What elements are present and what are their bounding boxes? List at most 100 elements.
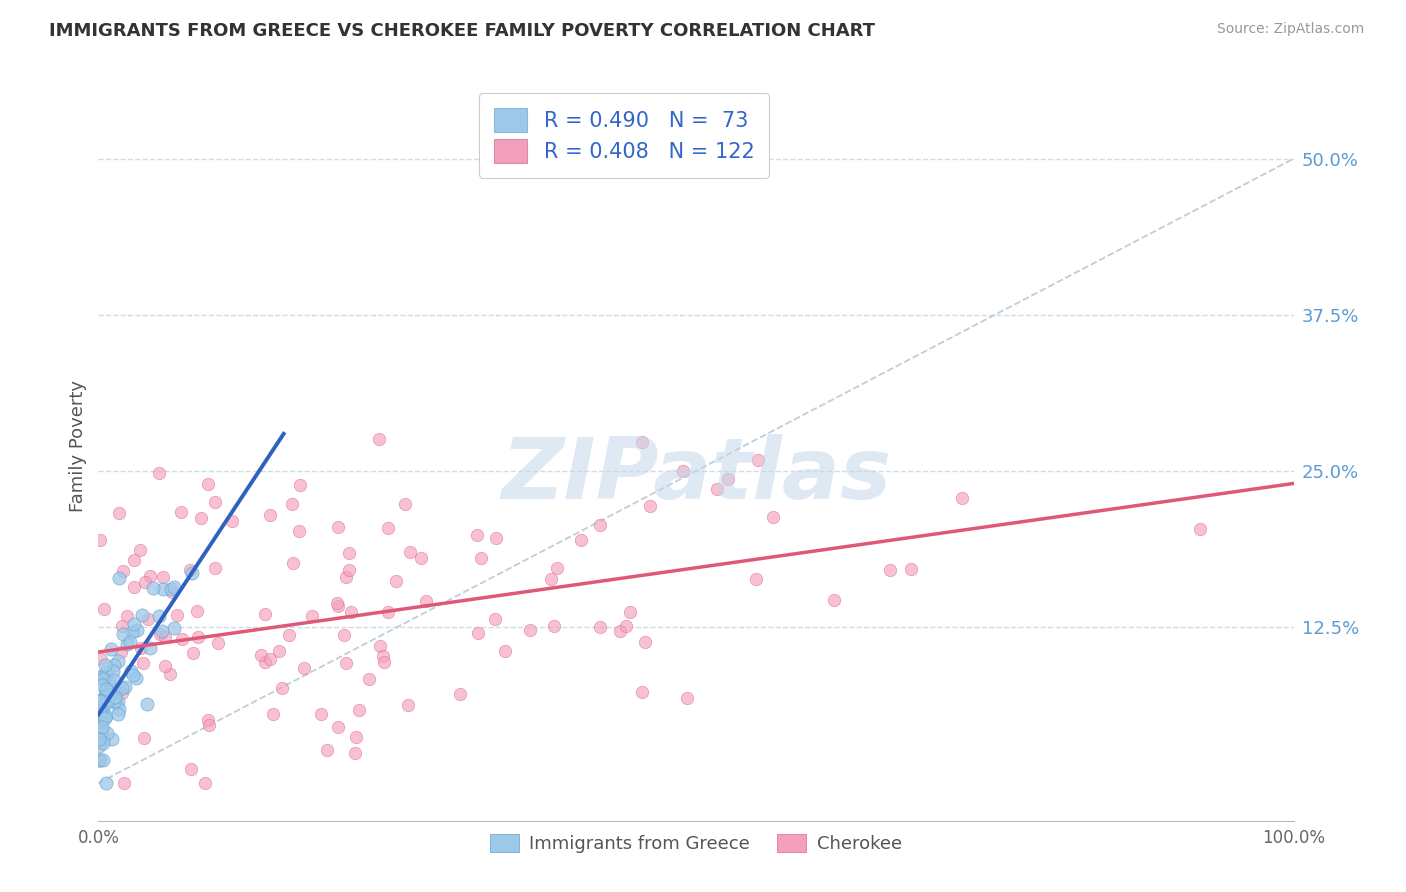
- Point: [103, 683, 125, 698]
- Point: [333, 627, 356, 641]
- Point: [368, 639, 391, 653]
- Point: [129, 543, 152, 558]
- Point: [190, 511, 212, 525]
- Point: [207, 636, 229, 650]
- Point: [569, 533, 592, 547]
- Point: [543, 618, 565, 632]
- Point: [131, 607, 153, 622]
- Point: [91, 669, 114, 683]
- Point: [180, 762, 202, 776]
- Point: [120, 664, 142, 678]
- Point: [89, 714, 111, 729]
- Point: [449, 687, 471, 701]
- Point: [139, 568, 162, 582]
- Point: [377, 605, 399, 619]
- Point: [162, 580, 184, 594]
- Point: [108, 507, 131, 521]
- Point: [111, 565, 134, 579]
- Point: [100, 683, 122, 698]
- Point: [484, 531, 506, 545]
- Point: [94, 708, 117, 723]
- Point: [89, 753, 111, 767]
- Point: [134, 731, 156, 745]
- Point: [110, 645, 132, 659]
- Point: [107, 707, 129, 722]
- Point: [89, 739, 111, 754]
- Point: [204, 561, 226, 575]
- Point: [96, 725, 118, 739]
- Point: [672, 464, 695, 478]
- Point: [411, 551, 433, 566]
- Point: [631, 434, 654, 449]
- Point: [97, 673, 120, 688]
- Point: [270, 681, 292, 695]
- Point: [249, 648, 271, 662]
- Point: [900, 562, 922, 576]
- Point: [89, 694, 111, 708]
- Point: [91, 708, 114, 723]
- Point: [107, 571, 129, 585]
- Point: [197, 713, 219, 727]
- Point: [326, 720, 349, 734]
- Point: [160, 582, 183, 596]
- Point: [149, 627, 172, 641]
- Point: [107, 701, 129, 715]
- Point: [89, 753, 111, 767]
- Point: [136, 612, 159, 626]
- Point: [717, 472, 740, 486]
- Point: [259, 508, 281, 522]
- Point: [94, 686, 117, 700]
- Point: [107, 683, 129, 698]
- Point: [152, 570, 174, 584]
- Point: [120, 635, 142, 649]
- Point: [326, 519, 349, 533]
- Legend: Immigrants from Greece, Cherokee: Immigrants from Greece, Cherokee: [482, 827, 910, 860]
- Point: [470, 550, 492, 565]
- Point: [398, 545, 420, 559]
- Point: [91, 736, 114, 750]
- Point: [277, 627, 299, 641]
- Point: [114, 680, 136, 694]
- Point: [97, 673, 120, 688]
- Point: [160, 585, 183, 599]
- Point: [134, 574, 156, 589]
- Point: [125, 624, 148, 638]
- Point: [357, 672, 380, 686]
- Point: [254, 655, 277, 669]
- Point: [204, 495, 226, 509]
- Point: [519, 623, 541, 637]
- Point: [292, 661, 315, 675]
- Point: [267, 644, 290, 658]
- Point: [394, 497, 416, 511]
- Point: [90, 694, 112, 708]
- Point: [100, 642, 122, 657]
- Point: [315, 742, 337, 756]
- Point: [107, 695, 129, 709]
- Point: [186, 604, 208, 618]
- Point: [373, 656, 395, 670]
- Point: [103, 658, 125, 673]
- Point: [87, 731, 110, 746]
- Text: IMMIGRANTS FROM GREECE VS CHEROKEE FAMILY POVERTY CORRELATION CHART: IMMIGRANTS FROM GREECE VS CHEROKEE FAMIL…: [49, 22, 875, 40]
- Point: [148, 467, 170, 481]
- Point: [96, 688, 118, 702]
- Point: [121, 624, 143, 639]
- Point: [97, 694, 120, 708]
- Point: [221, 514, 243, 528]
- Point: [281, 556, 304, 570]
- Point: [124, 552, 146, 566]
- Point: [90, 652, 112, 666]
- Point: [159, 667, 181, 681]
- Point: [104, 694, 127, 708]
- Point: [115, 609, 138, 624]
- Point: [97, 693, 120, 707]
- Point: [546, 561, 568, 575]
- Point: [619, 605, 641, 619]
- Point: [301, 609, 323, 624]
- Point: [100, 731, 122, 746]
- Point: [326, 596, 349, 610]
- Point: [181, 647, 204, 661]
- Point: [89, 533, 111, 548]
- Point: [132, 656, 155, 670]
- Point: [91, 703, 114, 717]
